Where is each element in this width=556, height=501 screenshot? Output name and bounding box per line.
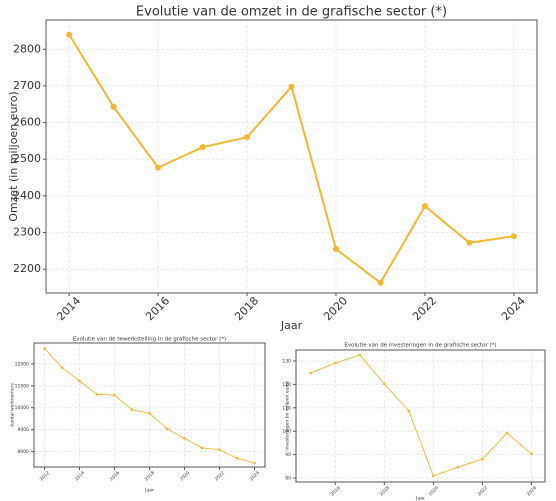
line-series: [310, 354, 532, 477]
data-point: [253, 461, 256, 465]
y-axis-label: Aantal werknemers: [10, 382, 16, 426]
data-point: [110, 103, 117, 110]
data-point: [466, 239, 473, 246]
data-point: [333, 361, 337, 365]
x-tick-label: 2018: [378, 485, 390, 497]
data-point: [505, 431, 509, 435]
y-tick-label: 2300: [13, 226, 41, 239]
data-point: [155, 164, 162, 171]
x-tick-label: 2024: [249, 470, 261, 482]
y-tick-label: 2200: [13, 262, 41, 275]
x-tick-label: 2020: [428, 485, 440, 497]
y-tick-label: 90: [285, 452, 291, 458]
data-point: [309, 371, 313, 375]
y-axis-label: Omzet (in miljoen euro): [7, 91, 20, 221]
data-point: [200, 446, 204, 450]
y-tick-label: 110: [282, 405, 291, 411]
plot-frame: [45, 19, 538, 294]
data-point: [332, 246, 339, 253]
x-tick-label: 2022: [410, 294, 439, 323]
data-point: [148, 412, 151, 415]
data-point: [43, 347, 46, 350]
x-axis-label: Jaar: [144, 488, 154, 494]
data-point: [481, 457, 484, 461]
data-point: [218, 448, 221, 451]
data-point: [60, 366, 64, 369]
data-point: [244, 134, 251, 141]
data-point: [78, 379, 81, 383]
x-tick-label: 2020: [179, 470, 191, 482]
chart-title: Evolutie van de omzet in de grafische se…: [136, 5, 447, 20]
y-tick-label: 2400: [13, 189, 41, 202]
data-point: [199, 144, 206, 151]
y-tick-label: 80: [285, 476, 291, 482]
data-point: [421, 203, 428, 210]
y-tick-label: 10000: [15, 405, 29, 411]
x-axis-label: Jaar: [280, 319, 303, 332]
y-tick-label: 2600: [13, 116, 41, 129]
y-tick-label: 2500: [13, 152, 41, 165]
data-point: [456, 465, 460, 469]
chart-title: Evolutie van de investeringen in de graf…: [344, 343, 496, 349]
x-tick-label: 2014: [54, 294, 83, 323]
data-point: [510, 233, 517, 240]
x-tick-label: 2020: [321, 294, 350, 323]
y-tick-label: 9000: [18, 427, 30, 433]
data-point: [288, 83, 295, 90]
data-point: [66, 31, 73, 38]
data-point: [407, 409, 411, 413]
line-series: [68, 34, 515, 285]
y-tick-label: 2800: [13, 42, 41, 55]
data-point: [113, 393, 116, 397]
x-tick-label: 2022: [214, 470, 226, 482]
x-tick-label: 2022: [477, 485, 489, 497]
x-tick-label: 2016: [329, 485, 341, 497]
y-tick-label: 12000: [15, 361, 29, 367]
y-tick-label: 2700: [13, 79, 41, 92]
data-point: [530, 452, 533, 456]
y-tick-label: 100: [282, 429, 291, 435]
data-point: [165, 427, 169, 431]
x-tick-label: 2018: [232, 294, 261, 323]
x-tick-label: 2016: [109, 470, 121, 482]
x-tick-label: 2024: [526, 485, 538, 497]
x-tick-label: 2016: [143, 294, 172, 323]
x-tick-label: 2012: [39, 470, 51, 482]
x-tick-label: 2024: [499, 294, 528, 323]
data-point: [183, 436, 186, 440]
data-point: [235, 456, 239, 460]
x-tick-label: 2014: [74, 470, 86, 482]
data-point: [383, 382, 386, 386]
y-tick-label: 130: [282, 359, 291, 365]
data-point: [432, 474, 435, 478]
data-point: [130, 408, 134, 412]
x-tick-label: 2018: [144, 470, 156, 482]
plot-frame: [295, 349, 546, 483]
x-axis-label: Jaar: [415, 496, 425, 501]
y-tick-label: 120: [282, 382, 291, 388]
chart-title: Evolutie van de tewerkstelling in de gra…: [73, 337, 226, 343]
data-point: [95, 393, 99, 396]
y-axis-label: Investeringen (in miljoen euro): [285, 381, 291, 451]
data-point: [377, 279, 384, 286]
plot-frame: [33, 342, 266, 468]
y-tick-label: 11000: [15, 383, 29, 389]
data-point: [358, 353, 362, 357]
y-tick-label: 8000: [18, 449, 30, 455]
